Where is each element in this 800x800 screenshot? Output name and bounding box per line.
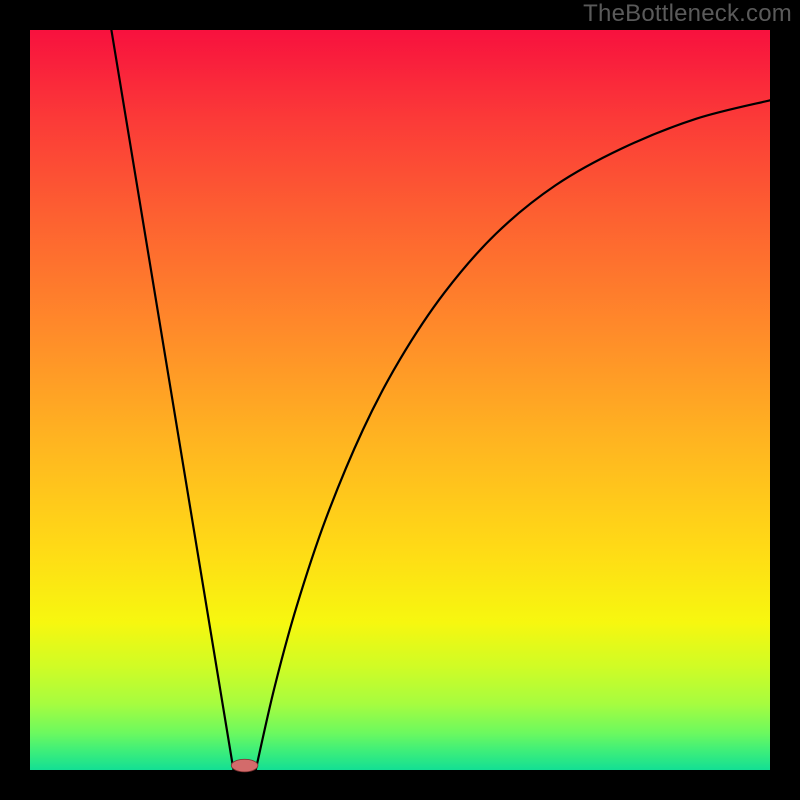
watermark-label: TheBottleneck.com	[583, 0, 792, 28]
chart-container: TheBottleneck.com	[0, 0, 800, 800]
plot-background	[30, 30, 770, 770]
optimum-marker	[231, 759, 258, 772]
bottleneck-chart	[0, 0, 800, 800]
